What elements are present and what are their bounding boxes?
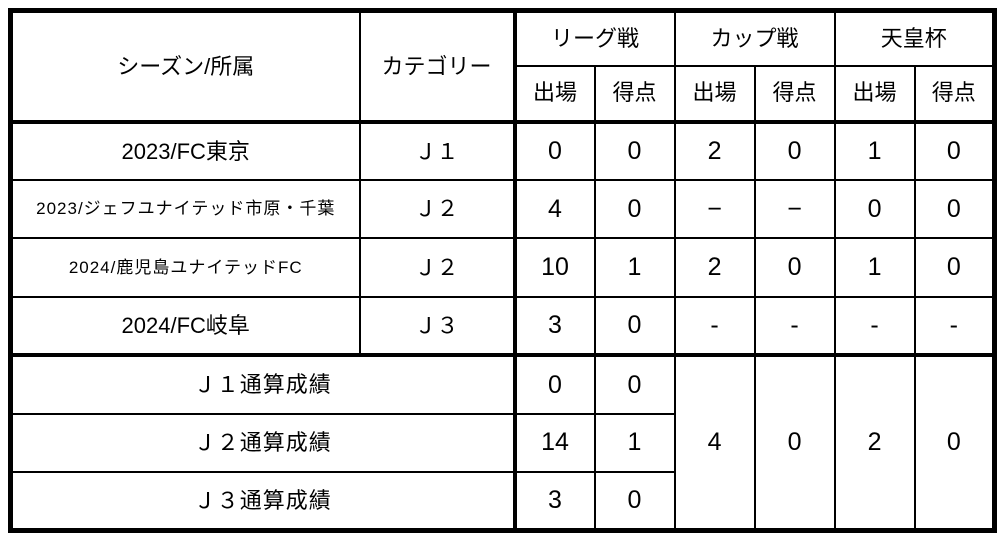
- cup-appearances-cell: −: [673, 178, 756, 240]
- cup-appearances-cell: 2: [673, 237, 756, 298]
- total-league-appearances: 0: [512, 354, 596, 415]
- total-league-appearances: 14: [512, 412, 596, 474]
- total-cup-appearances: 4: [673, 354, 756, 532]
- emp-goals-cell: 0: [913, 120, 996, 181]
- table-row-2024-fc-gifu: 2024/FC岐阜 Ｊ３ 3 0 - - - -: [9, 295, 996, 358]
- total-row-j3: Ｊ３通算成績 3 0: [9, 471, 995, 532]
- header-row-sub: 出場 得点 出場 得点 出場 得点: [11, 64, 996, 124]
- cup-appearances-cell: 2: [673, 120, 756, 181]
- total-row-j2: Ｊ２通算成績 14 1: [9, 412, 995, 474]
- league-appearances-cell: 4: [512, 178, 596, 240]
- total-label: Ｊ３通算成績: [9, 471, 516, 532]
- total-label: Ｊ２通算成績: [9, 412, 516, 474]
- career-stats-table: シーズン/所属 カテゴリー リーグ戦 カップ戦 天皇杯 出場 得点 出場 得点 …: [8, 8, 998, 533]
- total-league-goals: 0: [593, 471, 676, 532]
- header-season-club: シーズン/所属: [9, 9, 361, 124]
- category-cell: Ｊ２: [358, 178, 516, 240]
- header-emp-appearances: 出場: [833, 64, 916, 124]
- header-emp-goals: 得点: [913, 64, 996, 124]
- header-emperors-cup: 天皇杯: [833, 9, 996, 67]
- season-cell: 2023/ジェフユナイテッド市原・千葉: [9, 178, 361, 240]
- cup-appearances-cell: -: [673, 295, 756, 358]
- emp-goals-cell: -: [913, 295, 996, 358]
- header-cup-appearances: 出場: [673, 64, 756, 124]
- header-row-groups: シーズン/所属 カテゴリー リーグ戦 カップ戦 天皇杯: [9, 9, 996, 124]
- cup-goals-cell: -: [753, 295, 836, 358]
- emp-appearances-cell: 1: [833, 237, 916, 298]
- table-row-2023-jef-united: 2023/ジェフユナイテッド市原・千葉 Ｊ２ 4 0 − − 0 0: [9, 178, 996, 240]
- league-appearances-cell: 10: [512, 237, 596, 298]
- league-goals-cell: 0: [593, 295, 676, 358]
- cup-goals-cell: 0: [753, 120, 836, 181]
- header-category: カテゴリー: [358, 9, 516, 124]
- header-league: リーグ戦: [512, 9, 676, 67]
- header-cup-goals: 得点: [753, 64, 836, 124]
- emp-goals-cell: 0: [913, 237, 996, 298]
- emp-goals-cell: 0: [913, 178, 996, 240]
- total-league-goals: 0: [593, 354, 676, 415]
- category-cell: Ｊ３: [358, 295, 516, 358]
- total-cup-goals: 0: [753, 354, 836, 532]
- total-emp-appearances: 2: [833, 354, 916, 532]
- league-goals-cell: 1: [593, 237, 676, 298]
- total-emp-goals: 0: [913, 354, 996, 532]
- category-cell: Ｊ１: [358, 120, 516, 181]
- season-cell: 2024/FC岐阜: [9, 295, 361, 358]
- cup-goals-cell: 0: [753, 237, 836, 298]
- total-row-j1: Ｊ１通算成績 0 0 4 0 2 0: [9, 354, 996, 532]
- header-cup: カップ戦: [673, 9, 836, 67]
- emp-appearances-cell: 0: [833, 178, 916, 240]
- league-goals-cell: 0: [593, 120, 676, 181]
- league-goals-cell: 0: [593, 178, 676, 240]
- total-label: Ｊ１通算成績: [9, 354, 516, 415]
- league-appearances-cell: 3: [512, 295, 596, 358]
- table-row-2024-kagoshima: 2024/鹿児島ユナイテッドFC Ｊ２ 10 1 2 0 1 0: [9, 237, 996, 298]
- cup-goals-cell: −: [753, 178, 836, 240]
- header-league-appearances: 出場: [512, 64, 596, 124]
- header-league-goals: 得点: [593, 64, 676, 124]
- league-appearances-cell: 0: [512, 120, 596, 181]
- emp-appearances-cell: -: [833, 295, 916, 358]
- season-cell: 2023/FC東京: [9, 120, 361, 181]
- emp-appearances-cell: 1: [833, 120, 916, 181]
- total-league-appearances: 3: [512, 471, 596, 532]
- season-cell: 2024/鹿児島ユナイテッドFC: [9, 237, 361, 298]
- table-row-2023-fc-tokyo: 2023/FC東京 Ｊ１ 0 0 2 0 1 0: [9, 120, 996, 181]
- category-cell: Ｊ２: [358, 237, 516, 298]
- total-league-goals: 1: [593, 412, 676, 474]
